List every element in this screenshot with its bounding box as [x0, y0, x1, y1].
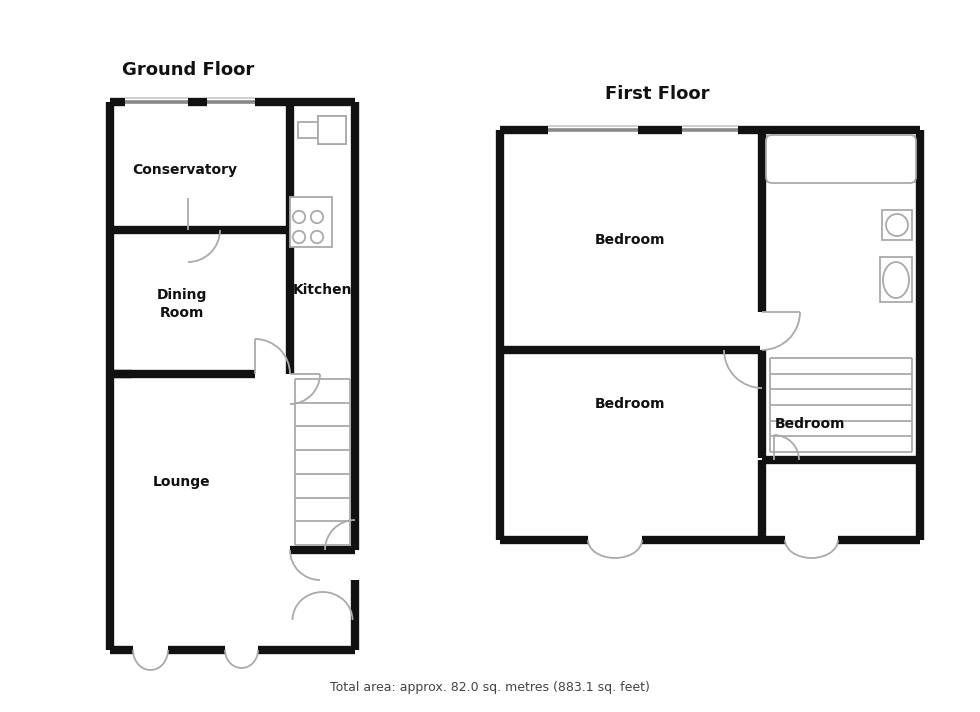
Bar	[882, 210, 912, 240]
Circle shape	[293, 211, 305, 223]
Text: Bathroom: Bathroom	[766, 165, 844, 179]
Text: Bedroom: Bedroom	[775, 417, 845, 431]
Circle shape	[311, 211, 323, 223]
Text: Lounge: Lounge	[153, 475, 211, 489]
Text: Ground Floor: Ground Floor	[122, 61, 254, 79]
Text: Total area: approx. 82.0 sq. metres (883.1 sq. feet): Total area: approx. 82.0 sq. metres (883…	[330, 681, 650, 693]
Text: Bedroom: Bedroom	[595, 397, 665, 411]
Text: Bedroom: Bedroom	[595, 233, 665, 247]
Bar	[880, 257, 912, 302]
Bar	[767, 136, 915, 182]
Bar	[298, 122, 318, 138]
Bar	[318, 116, 346, 144]
Text: Kitchen: Kitchen	[292, 283, 352, 297]
Text: Dining
Room: Dining Room	[157, 288, 207, 320]
Bar	[290, 197, 332, 247]
Text: First Floor: First Floor	[605, 85, 710, 103]
Text: Conservatory: Conservatory	[132, 163, 237, 177]
Circle shape	[311, 231, 323, 244]
FancyBboxPatch shape	[766, 135, 916, 183]
Circle shape	[293, 231, 305, 244]
